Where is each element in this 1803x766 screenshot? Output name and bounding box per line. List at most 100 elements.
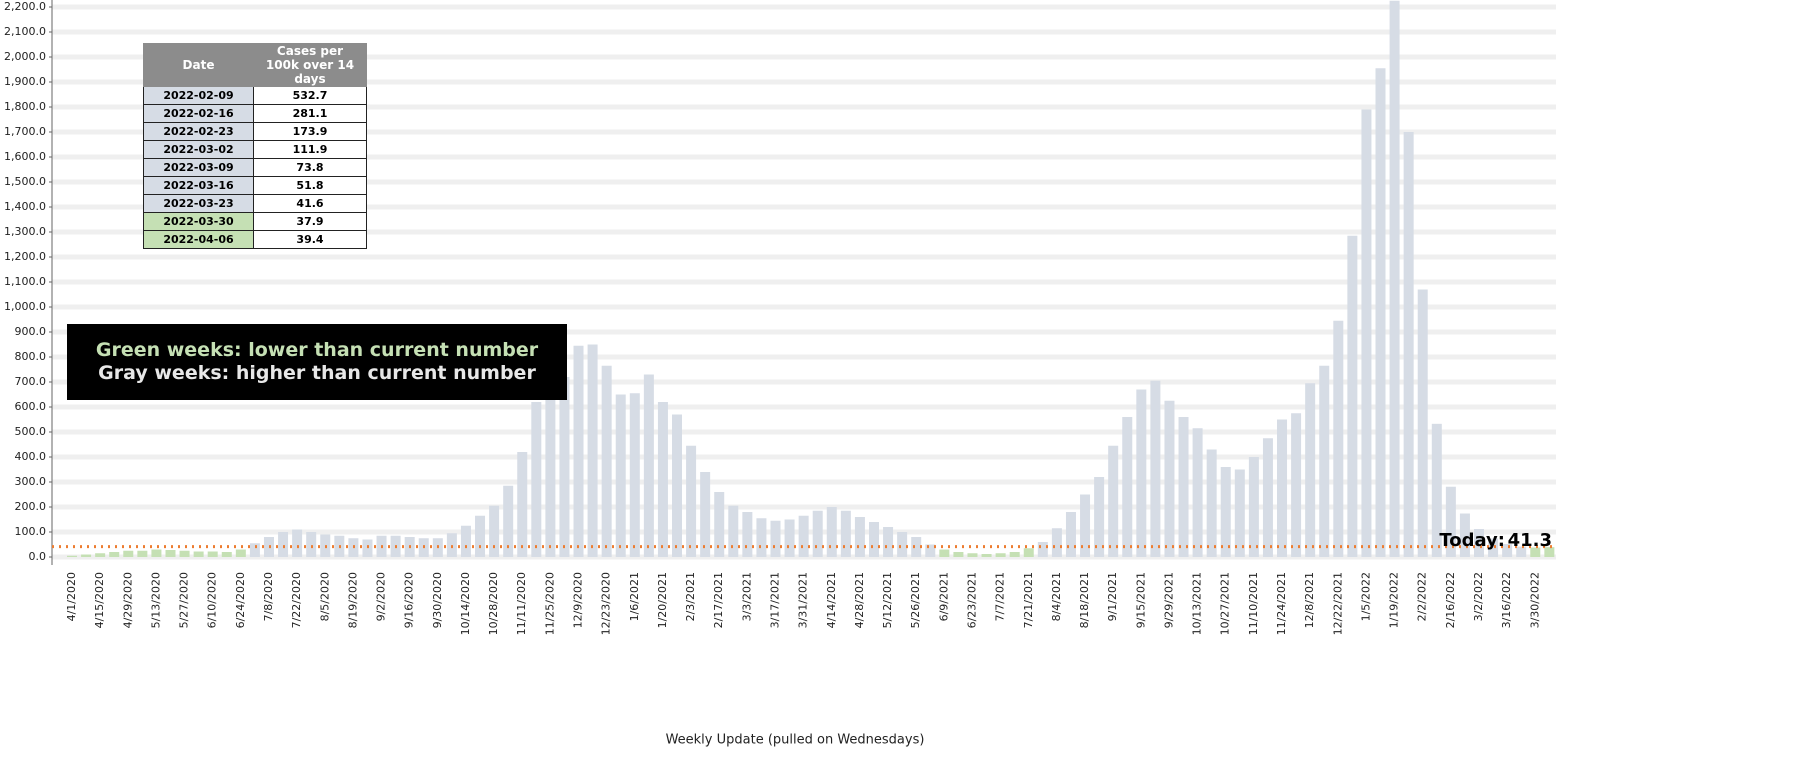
bar bbox=[643, 374, 654, 557]
x-tick-label: 9/16/2020 bbox=[403, 572, 416, 628]
table-row: 2022-02-23 173.9 bbox=[143, 122, 367, 141]
y-tick-label: 300.0 bbox=[15, 475, 47, 488]
y-tick-label: 1,500.0 bbox=[4, 175, 46, 188]
value-cell: 173.9 bbox=[253, 122, 367, 141]
x-tick-label: 2/17/2021 bbox=[712, 572, 725, 628]
reference-label: Today: bbox=[1439, 530, 1505, 551]
bar bbox=[1488, 538, 1499, 557]
x-tick-label: 9/30/2020 bbox=[431, 572, 444, 628]
bar bbox=[868, 522, 879, 557]
y-tick-label: 200.0 bbox=[15, 500, 47, 513]
date-cell: 2022-03-23 bbox=[143, 194, 254, 213]
x-tick-label: 6/23/2021 bbox=[965, 572, 978, 628]
bar bbox=[460, 525, 471, 557]
y-tick-label: 1,000.0 bbox=[4, 300, 46, 313]
x-tick-label: 6/10/2020 bbox=[206, 572, 219, 628]
bar bbox=[897, 532, 908, 557]
bar bbox=[840, 510, 851, 557]
x-tick-label: 11/25/2020 bbox=[543, 572, 556, 635]
x-tick-label: 10/13/2021 bbox=[1191, 572, 1204, 635]
x-tick-label: 4/14/2021 bbox=[825, 572, 838, 628]
bar bbox=[883, 527, 894, 557]
bar bbox=[1474, 529, 1484, 557]
bar bbox=[812, 510, 823, 557]
x-tick-label: 7/21/2021 bbox=[1022, 572, 1035, 628]
bar bbox=[1361, 109, 1372, 557]
x-tick-label: 7/8/2020 bbox=[262, 572, 275, 621]
bar bbox=[939, 549, 950, 557]
x-tick-label: 10/28/2020 bbox=[487, 572, 500, 635]
bar bbox=[700, 472, 711, 557]
annotation-box: Green weeks: lower than current number G… bbox=[67, 324, 567, 400]
x-tick-label: 7/22/2020 bbox=[290, 572, 303, 628]
bar bbox=[967, 553, 978, 557]
x-tick-label: 12/23/2020 bbox=[600, 572, 613, 635]
y-tick-label: 1,900.0 bbox=[4, 75, 46, 88]
x-tick-label: 4/1/2020 bbox=[65, 572, 78, 621]
bar bbox=[1192, 428, 1203, 557]
x-tick-label: 1/6/2021 bbox=[628, 572, 641, 621]
bar bbox=[67, 555, 77, 557]
bar bbox=[1375, 68, 1386, 557]
bar bbox=[475, 515, 486, 557]
header-cell: Cases per 100k over 14 days bbox=[253, 43, 367, 87]
x-tick-label: 5/27/2020 bbox=[178, 572, 191, 628]
x-tick-label: 4/15/2020 bbox=[93, 572, 106, 628]
bar bbox=[137, 550, 148, 557]
value-cell: 39.4 bbox=[253, 230, 367, 249]
x-tick-label: 1/20/2021 bbox=[656, 572, 669, 628]
reference-value: 41.3 bbox=[1508, 530, 1552, 551]
bar bbox=[1305, 383, 1316, 557]
x-tick-label: 9/29/2021 bbox=[1162, 572, 1175, 628]
bar bbox=[1291, 413, 1302, 557]
table-row: 2022-02-09 532.7 bbox=[143, 86, 367, 105]
bar bbox=[1080, 494, 1091, 557]
bar bbox=[728, 505, 739, 557]
y-tick-label: 1,200.0 bbox=[4, 250, 46, 263]
x-tick-label: 5/12/2021 bbox=[881, 572, 894, 628]
bar bbox=[123, 550, 134, 557]
table-row: 2022-03-16 51.8 bbox=[143, 176, 367, 195]
x-tick-label: 12/22/2021 bbox=[1331, 572, 1344, 635]
bar bbox=[109, 552, 120, 557]
date-cell: 2022-03-30 bbox=[143, 212, 254, 231]
bar bbox=[981, 554, 992, 557]
annotation-line: Green weeks: lower than current number bbox=[95, 339, 539, 361]
x-axis-label: Weekly Update (pulled on Wednesdays) bbox=[666, 733, 925, 748]
y-tick-label: 800.0 bbox=[15, 350, 47, 363]
table-row: 2022-04-06 39.4 bbox=[143, 230, 367, 249]
x-tick-label: 3/17/2021 bbox=[769, 572, 782, 628]
bar bbox=[995, 553, 1006, 557]
bar bbox=[1094, 477, 1105, 557]
bar bbox=[587, 344, 598, 557]
bar bbox=[1122, 417, 1133, 557]
bar bbox=[686, 445, 697, 557]
bar bbox=[1516, 546, 1527, 557]
y-tick-label: 1,100.0 bbox=[4, 275, 46, 288]
bar bbox=[559, 377, 570, 557]
bar bbox=[1065, 512, 1076, 557]
bar bbox=[573, 345, 584, 557]
bar bbox=[292, 529, 303, 557]
y-tick-label: 500.0 bbox=[15, 425, 47, 438]
y-tick-label: 400.0 bbox=[15, 450, 47, 463]
table-row: 2022-02-16 281.1 bbox=[143, 104, 367, 123]
bar bbox=[1530, 547, 1541, 557]
bar bbox=[207, 551, 218, 557]
x-tick-label: 9/15/2021 bbox=[1134, 572, 1147, 628]
bar bbox=[1389, 0, 1400, 557]
x-tick-label: 8/5/2020 bbox=[318, 572, 331, 621]
bar bbox=[826, 507, 837, 557]
y-tick-label: 700.0 bbox=[15, 375, 47, 388]
header-row: Date Cases per 100k over 14 days bbox=[143, 43, 367, 87]
y-tick-label: 2,100.0 bbox=[4, 25, 46, 38]
x-tick-label: 11/11/2020 bbox=[515, 572, 528, 635]
bar bbox=[1262, 438, 1273, 557]
date-cell: 2022-02-23 bbox=[143, 122, 254, 141]
bar bbox=[503, 485, 514, 557]
bar bbox=[1206, 449, 1217, 557]
bar bbox=[770, 520, 781, 557]
bar bbox=[1333, 320, 1344, 557]
bar bbox=[798, 515, 809, 557]
